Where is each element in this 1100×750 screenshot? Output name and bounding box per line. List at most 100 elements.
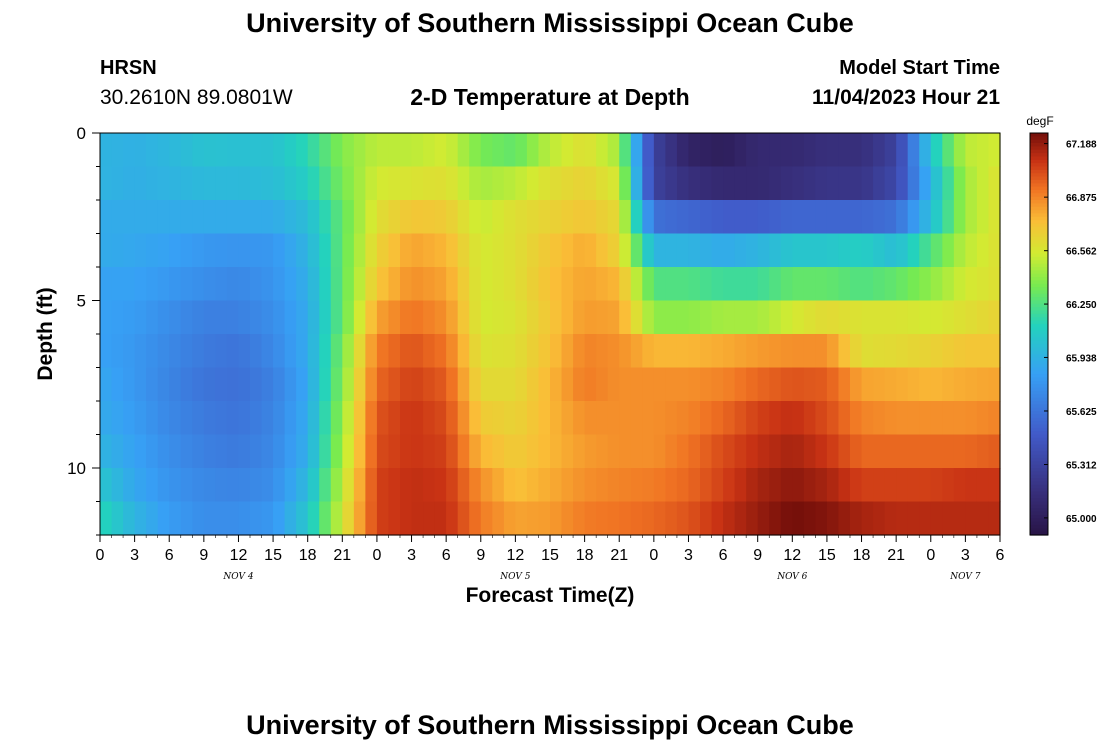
heatmap-cell (573, 166, 586, 201)
heatmap-cell (180, 166, 193, 201)
heatmap-cell (584, 401, 597, 436)
heatmap-cell (965, 133, 978, 168)
heatmap-cell (815, 401, 828, 436)
heatmap-cell (342, 434, 355, 469)
colorbar-segment (1030, 357, 1048, 362)
heatmap-cell (780, 401, 793, 436)
heatmap-cell (353, 300, 366, 335)
heatmap-cell (803, 367, 816, 402)
heatmap-cell (815, 233, 828, 268)
heatmap-cell (919, 334, 932, 369)
heatmap-cell (480, 200, 493, 235)
heatmap-cell (261, 267, 274, 302)
heatmap-cell (792, 334, 805, 369)
heatmap-cell (469, 334, 482, 369)
heatmap-cell (526, 468, 540, 503)
heatmap-cell (238, 334, 251, 369)
heatmap-cell (457, 300, 470, 335)
heatmap-cell (238, 434, 251, 469)
heatmap-cell (515, 501, 528, 536)
heatmap-cell (446, 300, 459, 335)
heatmap-cell (284, 267, 297, 302)
heatmap-cell (146, 367, 159, 402)
heatmap-cell (330, 166, 343, 201)
heatmap-cell (896, 267, 909, 302)
heatmap-cell (838, 133, 851, 168)
heatmap-cell (538, 401, 551, 436)
heatmap-cell (919, 300, 932, 335)
heatmap-cell (123, 434, 136, 469)
heatmap-cell (792, 434, 805, 469)
heatmap-cell (411, 233, 424, 268)
heatmap-cell (838, 166, 851, 201)
heatmap-cell (365, 468, 378, 503)
heatmap-cell (226, 367, 240, 402)
heatmap-cell (607, 300, 620, 335)
heatmap-cell (215, 200, 228, 235)
heatmap-cell (757, 166, 770, 201)
colorbar-segment (1030, 524, 1048, 529)
colorbar-segment (1030, 481, 1048, 486)
heatmap-cell (596, 200, 609, 235)
heatmap-cell (446, 334, 459, 369)
heatmap-cell (988, 200, 1001, 235)
heatmap-cell (896, 200, 909, 235)
heatmap-cell (792, 133, 805, 168)
heatmap-cell (976, 401, 990, 436)
heatmap-cell (815, 468, 828, 503)
heatmap-cell (734, 434, 747, 469)
heatmap-cell (111, 468, 124, 503)
heatmap-cell (792, 233, 805, 268)
heatmap-cell (584, 468, 597, 503)
heatmap-cell (665, 367, 678, 402)
heatmap-cell (642, 434, 655, 469)
heatmap-cell (769, 434, 782, 469)
heatmap-cell (561, 200, 574, 235)
heatmap-cell (976, 267, 990, 302)
heatmap-cell (988, 166, 1001, 201)
heatmap-cell (838, 200, 851, 235)
heatmap-cell (630, 468, 643, 503)
heatmap-cell (434, 166, 447, 201)
heatmap-cell (976, 334, 990, 369)
heatmap-cell (607, 334, 620, 369)
heatmap-cell (550, 401, 563, 436)
heatmap-cell (919, 233, 932, 268)
heatmap-cell (930, 334, 943, 369)
heatmap-cell (619, 434, 632, 469)
colorbar-segment (1030, 437, 1048, 442)
colorbar-segment (1030, 183, 1048, 188)
heatmap-cell (538, 468, 551, 503)
heatmap-cell (803, 267, 816, 302)
heatmap-cell (515, 166, 528, 201)
heatmap-cell (376, 367, 390, 402)
heatmap-cell (965, 401, 978, 436)
heatmap-cell (884, 200, 897, 235)
heatmap-cell (700, 501, 713, 536)
heatmap-cell (965, 334, 978, 369)
heatmap-cell (307, 367, 320, 402)
heatmap-cell (561, 166, 574, 201)
heatmap-cell (550, 501, 563, 536)
colorbar-segment (1030, 300, 1048, 305)
heatmap-cell (307, 166, 320, 201)
heatmap-cell (573, 233, 586, 268)
heatmap-cell (619, 200, 632, 235)
heatmap-cell (596, 468, 609, 503)
heatmap-cell (676, 501, 690, 536)
heatmap-cell (469, 501, 482, 536)
heatmap-cell (688, 267, 701, 302)
heatmap-cell (169, 166, 182, 201)
heatmap-cell (169, 367, 182, 402)
heatmap-cell (826, 233, 840, 268)
heatmap-cell (665, 334, 678, 369)
heatmap-cell (907, 367, 920, 402)
heatmap-cell (203, 468, 216, 503)
heatmap-cell (365, 300, 378, 335)
heatmap-cell (884, 133, 897, 168)
heatmap-cell (157, 367, 170, 402)
heatmap-cell (215, 133, 228, 168)
heatmap-cell (688, 401, 701, 436)
heatmap-cell (284, 200, 297, 235)
heatmap-cell (538, 133, 551, 168)
